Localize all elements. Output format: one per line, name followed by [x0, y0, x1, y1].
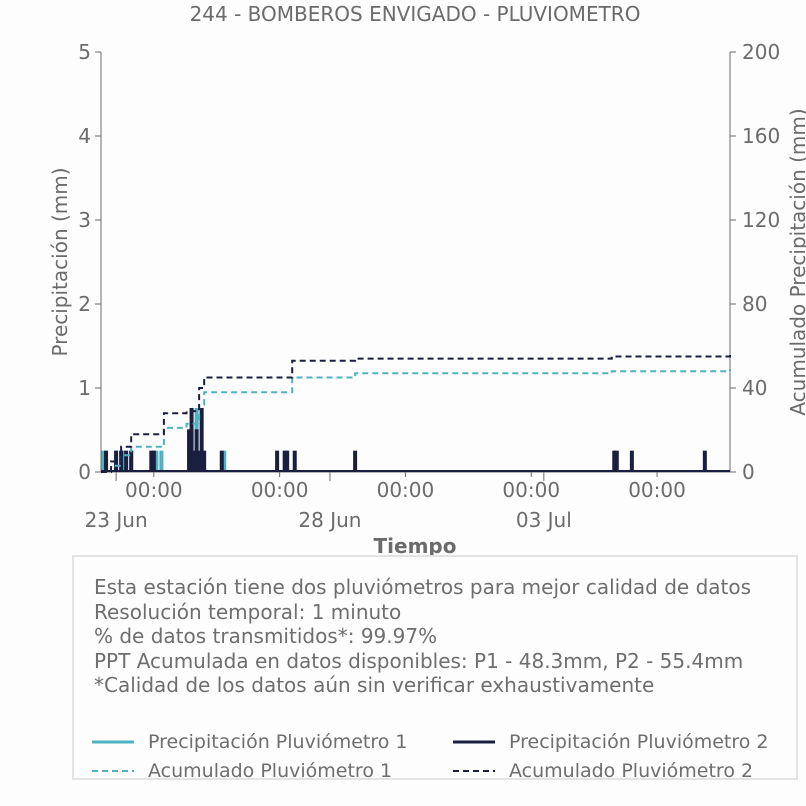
info-box: Esta estación tiene dos pluviómetros par…	[72, 555, 798, 782]
precipitation-bar	[614, 450, 619, 472]
precipitation-bar	[199, 407, 204, 472]
precipitation-bars	[101, 407, 730, 472]
legend-label-p1: Precipitación Pluviómetro 1	[148, 731, 408, 753]
precipitation-bar	[192, 450, 197, 472]
info-line-transmitted: % de datos transmitidos*: 99.97%	[94, 624, 438, 648]
precipitation-bar	[159, 450, 164, 472]
precipitation-bar	[104, 450, 109, 472]
x-tick-label-time: 00:00	[502, 478, 560, 502]
legend-swatch-dashed-navy	[453, 770, 495, 772]
legend-label-p2: Precipitación Pluviómetro 2	[509, 731, 769, 753]
precipitation-bar	[202, 450, 207, 472]
x-tick-label-time: 00:00	[125, 478, 183, 502]
legend-item-a1: Acumulado Pluviómetro 1	[92, 760, 392, 782]
legend-label-a1: Acumulado Pluviómetro 1	[148, 760, 393, 782]
legend-swatch-dashed-teal	[92, 770, 134, 772]
cumulative-line-3	[101, 354, 731, 473]
chart-title: 244 - BOMBEROS ENVIGADO - PLUVIOMETRO	[190, 2, 641, 26]
legend-swatch-solid-teal	[92, 740, 134, 744]
x-tick-label-date: 23 Jun	[85, 508, 148, 532]
y2-tick-label: 40	[742, 376, 767, 400]
precipitation-bar	[187, 429, 192, 472]
legend-item-p2: Precipitación Pluviómetro 2	[453, 731, 769, 753]
y2-tick-label: 120	[742, 208, 780, 232]
y2-tick-label: 160	[742, 124, 780, 148]
legend-item-p1: Precipitación Pluviómetro 1	[92, 731, 408, 753]
info-line-quality: *Calidad de los datos aún sin verificar …	[94, 673, 655, 697]
y-tick-label: 1	[78, 376, 91, 400]
legend-swatch-solid-navy	[453, 740, 495, 744]
x-tick-label-date: 28 Jun	[298, 508, 361, 532]
precipitation-bar	[124, 450, 129, 472]
precipitation-bar	[197, 450, 202, 472]
precipitation-bar	[292, 450, 297, 472]
y-tick-label: 0	[78, 460, 91, 484]
x-axis-label: Tiempo	[374, 534, 457, 558]
y2-tick-label: 200	[742, 40, 780, 64]
x-tick-label-time: 00:00	[377, 478, 435, 502]
cumulative-line-2	[101, 369, 731, 473]
legend-item-a2: Acumulado Pluviómetro 2	[453, 760, 753, 782]
x-tick-label-time: 00:00	[251, 478, 309, 502]
precipitation-bar	[629, 450, 634, 472]
y-tick-label: 4	[78, 124, 91, 148]
precipitation-bar	[149, 450, 154, 472]
precipitation-bar	[129, 450, 134, 472]
precipitation-bar	[282, 450, 287, 472]
precipitation-bar	[219, 450, 224, 472]
precipitation-bar	[612, 450, 617, 472]
y2-tick-label: 80	[742, 292, 767, 316]
precipitation-bar	[189, 407, 194, 472]
precipitation-bar	[101, 450, 106, 472]
y2-axis-label: Acumulado Precipitación (mm)	[786, 108, 806, 415]
info-line-accumulated: PPT Acumulada en datos disponibles: P1 -…	[94, 648, 744, 673]
cumulative-lines	[101, 354, 731, 473]
x-tick-label-date: 03 Jul	[516, 508, 572, 532]
precipitation-bar	[121, 450, 126, 472]
info-line-resolution: Resolución temporal: 1 minuto	[94, 599, 402, 624]
station-info: Esta estación tiene dos pluviómetros par…	[94, 575, 751, 698]
precipitation-bar	[353, 450, 358, 472]
tick-labels: 0 1 2 3 4 5 0 40 80 120 160 200 00:00 00:00 00:00 00:00…	[78, 40, 780, 532]
y-tick-label: 5	[78, 40, 91, 64]
info-line-stations: Esta estación tiene dos pluviómetros par…	[94, 575, 752, 599]
precipitation-bar	[702, 450, 707, 472]
precipitation-bar	[151, 450, 156, 472]
legend-label-a2: Acumulado Pluviómetro 2	[509, 760, 754, 782]
y-tick-label: 2	[78, 292, 91, 316]
x-tick-label-time: 00:00	[628, 478, 686, 502]
precipitation-bar	[285, 450, 290, 472]
precipitation-bar	[222, 450, 227, 472]
y2-tick-label: 0	[742, 460, 755, 484]
rainfall-chart: 244 - BOMBEROS ENVIGADO - PLUVIOMETRO 0 1…	[48, 2, 806, 558]
precipitation-bar	[275, 450, 280, 472]
precipitation-bar	[154, 450, 159, 472]
y-tick-label: 3	[78, 208, 91, 232]
precipitation-bar	[194, 429, 199, 472]
y-axis-label: Precipitación (mm)	[48, 167, 72, 356]
